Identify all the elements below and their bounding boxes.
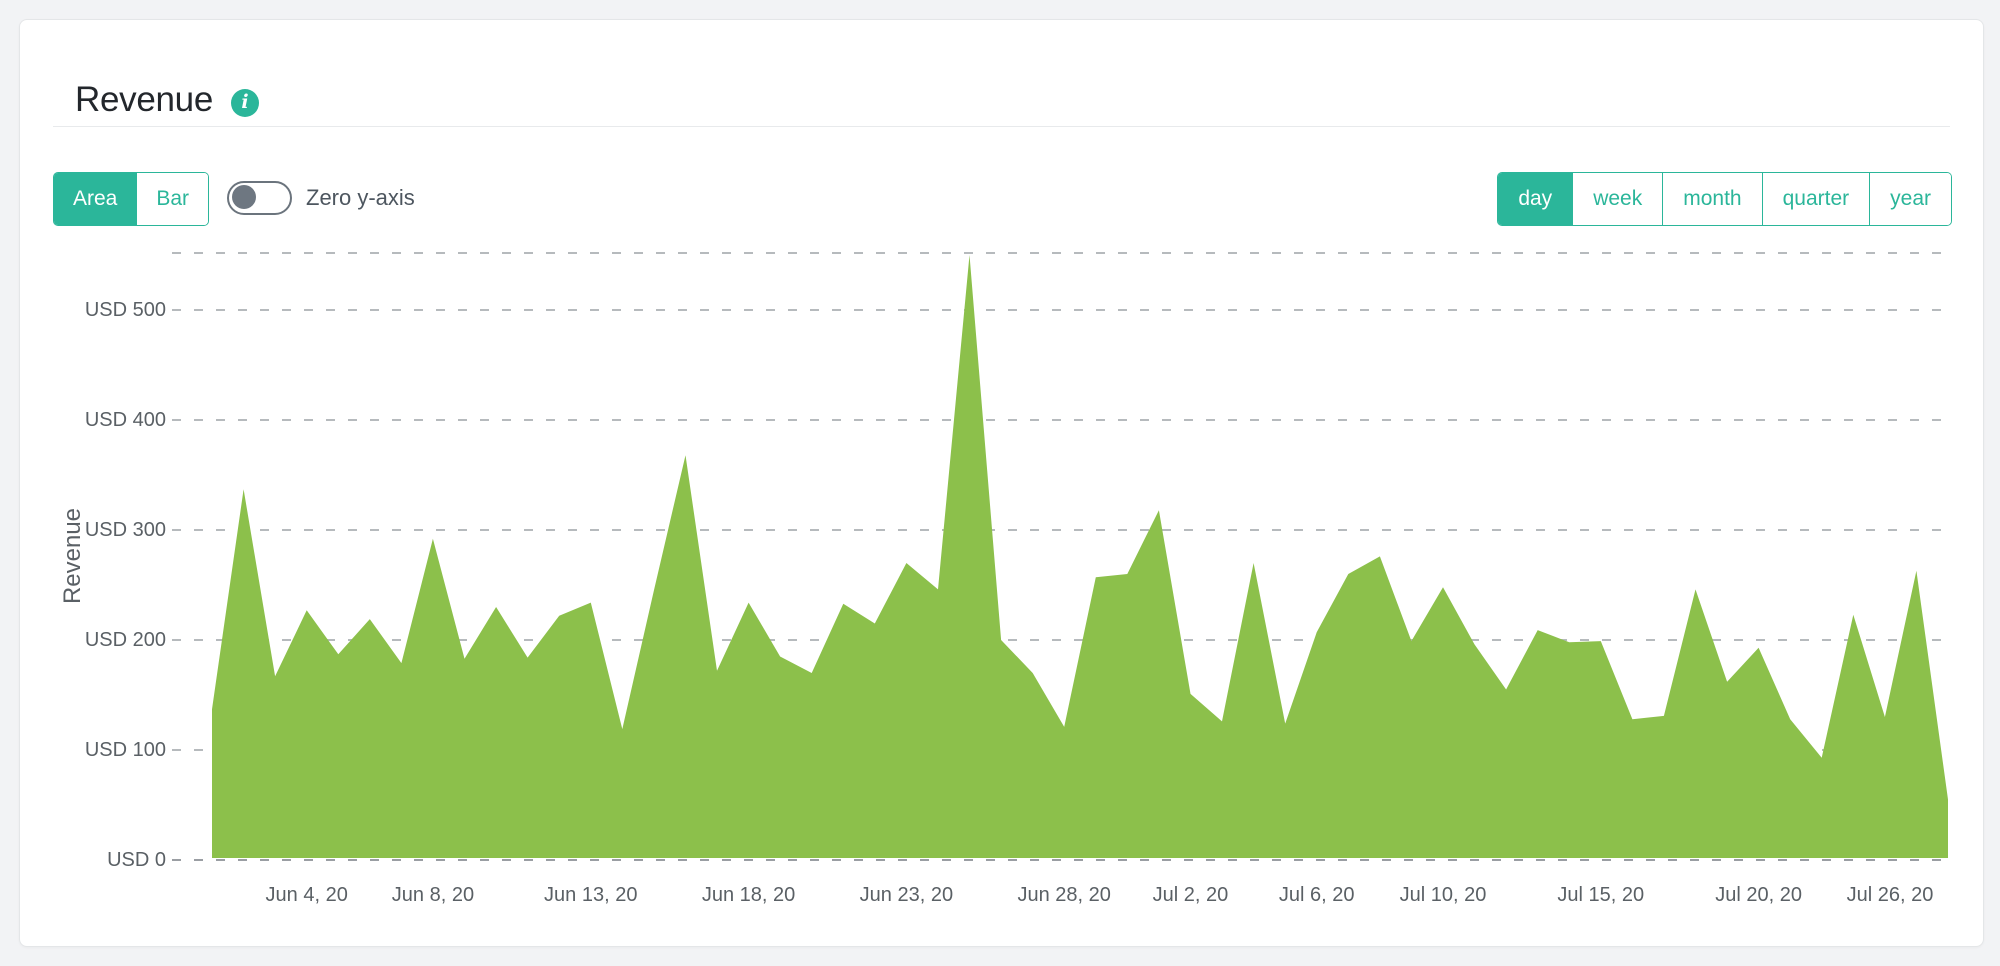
panel-header: Revenue i bbox=[75, 76, 260, 124]
chart-type-toggle-group: Area Bar bbox=[53, 172, 210, 226]
period-year-button[interactable]: year bbox=[1870, 173, 1951, 225]
period-month-button[interactable]: month bbox=[1663, 173, 1763, 225]
info-icon-glyph: i bbox=[241, 91, 249, 113]
page-title: Revenue bbox=[75, 80, 214, 119]
zero-y-axis-toggle[interactable] bbox=[227, 181, 292, 215]
period-week-button[interactable]: week bbox=[1573, 173, 1664, 225]
chart-type-area-button[interactable]: Area bbox=[54, 173, 138, 225]
revenue-panel: Revenue i Area Bar Zero y-axis day week mon… bbox=[19, 19, 1984, 947]
header-divider bbox=[53, 126, 1950, 127]
period-day-button[interactable]: day bbox=[1498, 173, 1574, 225]
chart-type-bar-button[interactable]: Bar bbox=[137, 173, 209, 225]
period-quarter-button[interactable]: quarter bbox=[1762, 173, 1871, 225]
toggle-knob bbox=[232, 185, 256, 209]
period-toggle-group: day week month quarter year bbox=[1497, 172, 1952, 226]
zero-y-axis-label: Zero y-axis bbox=[306, 185, 415, 210]
info-icon[interactable]: i bbox=[231, 89, 260, 117]
zero-y-axis-control: Zero y-axis bbox=[227, 172, 415, 224]
chart-controls-row: Area Bar Zero y-axis day week month quarter y… bbox=[20, 172, 1983, 226]
